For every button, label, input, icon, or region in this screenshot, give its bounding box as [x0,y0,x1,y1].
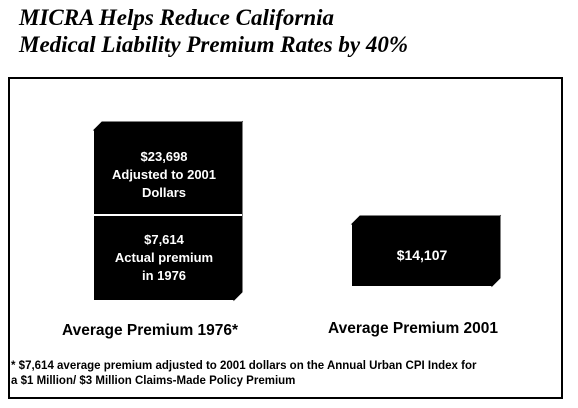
footnote-line-1: * $7,614 average premium adjusted to 200… [11,360,477,372]
chart-title-line-1: MICRA Helps Reduce California [19,5,335,30]
bar-2001-value-label: $14,107 [397,247,448,263]
footnote: * $7,614 average premium adjusted to 200… [11,359,556,389]
chart-title: MICRA Helps Reduce California Medical Li… [19,4,408,58]
footnote-line-2: a $1 Million/ $3 Million Claims-Made Pol… [11,375,296,387]
category-label-1976: Average Premium 1976* [62,322,239,339]
bar-1-top-face [350,215,502,225]
bar-1-side-face [491,214,501,288]
category-label-2001: Average Premium 2001 [328,320,499,337]
bar-1976-adjusted-label: $23,698 Adjusted to 2001 Dollars [112,149,216,200]
bar-1976-actual-label: $7,614 Actual premium in 1976 [115,232,213,283]
bar-0-top-face [92,121,244,131]
chart-title-line-2: Medical Liability Premium Rates by 40% [19,32,409,57]
bar-1-front-face [352,224,492,286]
bar-0-side-face [233,120,243,302]
